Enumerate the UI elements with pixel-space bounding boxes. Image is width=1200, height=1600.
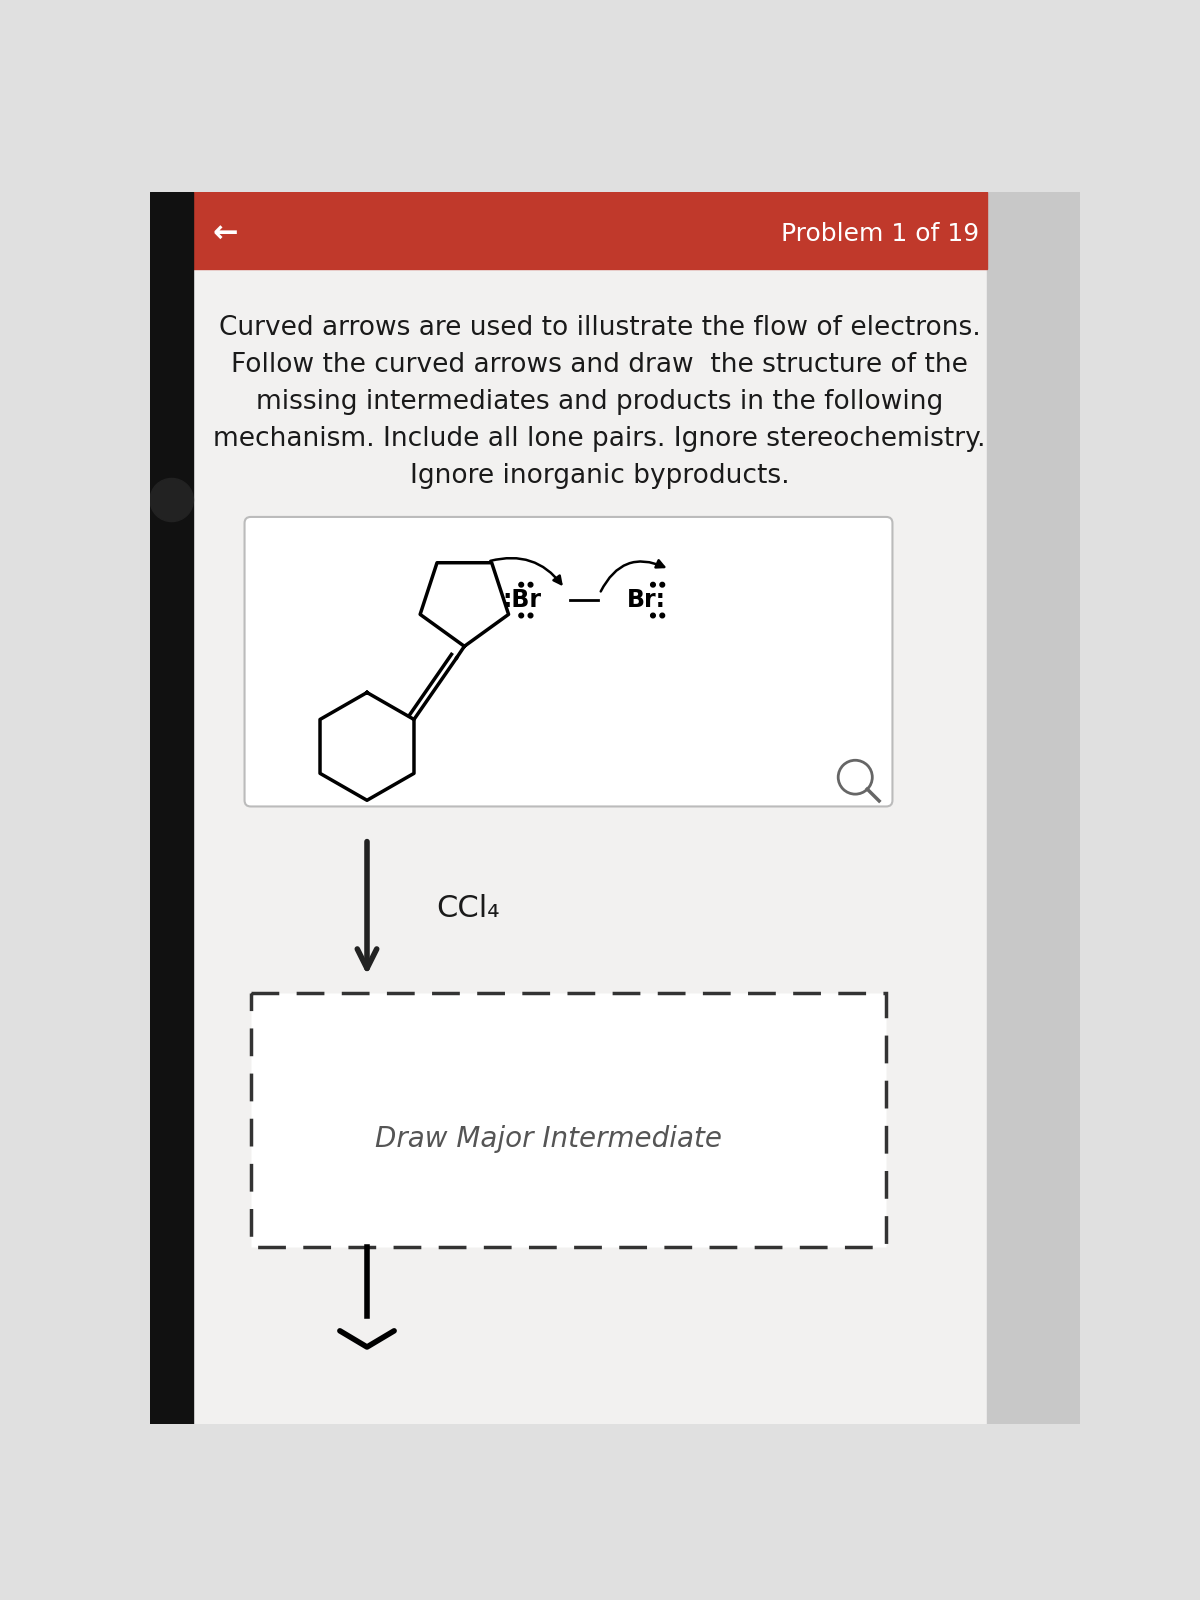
Text: :Br: :Br — [503, 589, 541, 613]
Text: ←: ← — [212, 219, 238, 250]
Circle shape — [528, 582, 533, 587]
Text: CCl₄: CCl₄ — [437, 893, 500, 923]
Bar — [193, 192, 986, 1424]
Bar — [193, 192, 986, 269]
Text: missing intermediates and products in the following: missing intermediates and products in th… — [256, 389, 943, 414]
Circle shape — [518, 613, 523, 618]
Text: Ignore inorganic byproducts.: Ignore inorganic byproducts. — [409, 462, 790, 490]
Text: Curved arrows are used to illustrate the flow of electrons.: Curved arrows are used to illustrate the… — [218, 315, 980, 341]
Text: Br:: Br: — [626, 589, 666, 613]
Text: Follow the curved arrows and draw  the structure of the: Follow the curved arrows and draw the st… — [232, 352, 968, 378]
Circle shape — [150, 478, 193, 522]
Circle shape — [650, 613, 655, 618]
Bar — [150, 192, 193, 1424]
Text: Problem 1 of 19: Problem 1 of 19 — [781, 222, 979, 246]
Bar — [251, 992, 887, 1246]
Circle shape — [650, 582, 655, 587]
FancyBboxPatch shape — [245, 517, 893, 806]
Text: Draw Major Intermediate: Draw Major Intermediate — [374, 1125, 721, 1154]
Circle shape — [660, 613, 665, 618]
Circle shape — [528, 613, 533, 618]
Bar — [986, 192, 1080, 1424]
FancyArrowPatch shape — [491, 558, 562, 584]
Circle shape — [660, 582, 665, 587]
FancyArrowPatch shape — [601, 560, 664, 592]
Circle shape — [518, 582, 523, 587]
Text: mechanism. Include all lone pairs. Ignore stereochemistry.: mechanism. Include all lone pairs. Ignor… — [214, 426, 985, 453]
